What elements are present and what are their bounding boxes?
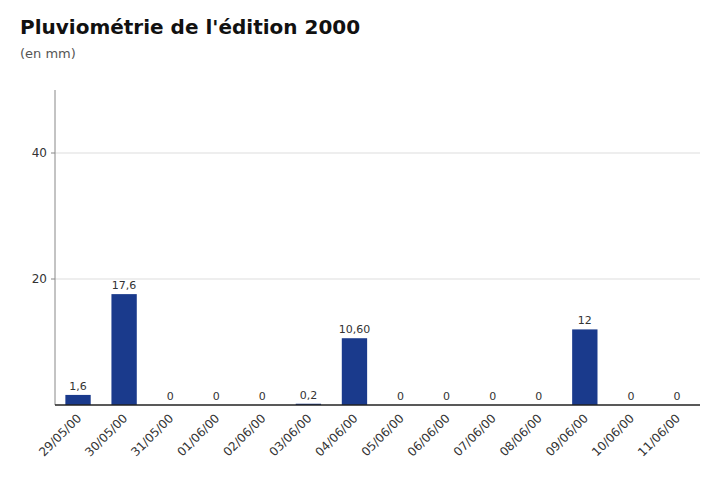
data-label: 1,6 bbox=[69, 380, 87, 393]
y-axis-line bbox=[55, 90, 56, 405]
y-tick-label: 40 bbox=[32, 146, 47, 160]
chart-svg: Pluviométrie de l'édition 2000(en mm)204… bbox=[0, 0, 720, 504]
x-tick-label: 09/06/00 bbox=[543, 411, 591, 459]
x-tick-label: 05/06/00 bbox=[359, 411, 407, 459]
x-tick-label: 08/06/00 bbox=[497, 411, 545, 459]
x-tick-label: 11/06/00 bbox=[635, 411, 683, 459]
data-label: 10,60 bbox=[339, 323, 371, 336]
bar bbox=[572, 329, 597, 405]
data-label: 0 bbox=[627, 390, 634, 403]
x-tick-label: 29/05/00 bbox=[36, 411, 84, 459]
data-label: 0 bbox=[535, 390, 542, 403]
data-label: 0 bbox=[259, 390, 266, 403]
x-tick-label: 07/06/00 bbox=[451, 411, 499, 459]
chart-container: Pluviométrie de l'édition 2000(en mm)204… bbox=[0, 0, 720, 504]
x-axis-line bbox=[55, 404, 700, 406]
grid bbox=[55, 153, 700, 279]
bar bbox=[342, 338, 367, 405]
x-tick-label: 31/05/00 bbox=[128, 411, 176, 459]
x-tick-label: 01/06/00 bbox=[174, 411, 222, 459]
x-tick-label: 03/06/00 bbox=[266, 411, 314, 459]
title: Pluviométrie de l'édition 2000 bbox=[20, 15, 360, 39]
page: {"chart_data": {"type": "bar", "title": … bbox=[0, 0, 720, 504]
x-tick-label: 10/06/00 bbox=[589, 411, 637, 459]
grid-line bbox=[55, 153, 700, 154]
bar bbox=[111, 294, 136, 405]
bars bbox=[65, 294, 597, 405]
data-label: 0 bbox=[443, 390, 450, 403]
data-label: 12 bbox=[578, 314, 592, 327]
x-tick-label: 06/06/00 bbox=[405, 411, 453, 459]
y-tick-mark bbox=[51, 279, 55, 280]
data-label: 17,6 bbox=[112, 279, 137, 292]
y-tick-label: 20 bbox=[32, 272, 47, 286]
x-ticks: 29/05/0030/05/0031/05/0001/06/0002/06/00… bbox=[36, 411, 683, 459]
data-label: 0,2 bbox=[300, 389, 318, 402]
data-label: 0 bbox=[489, 390, 496, 403]
data-label: 0 bbox=[397, 390, 404, 403]
data-label: 0 bbox=[213, 390, 220, 403]
x-tick-label: 02/06/00 bbox=[220, 411, 268, 459]
y-tick-mark bbox=[51, 153, 55, 154]
y-ticks: 2040 bbox=[32, 146, 55, 286]
x-tick-label: 30/05/00 bbox=[82, 411, 130, 459]
data-label: 0 bbox=[167, 390, 174, 403]
bar bbox=[65, 395, 90, 405]
x-tick-label: 04/06/00 bbox=[313, 411, 361, 459]
subtitle: (en mm) bbox=[20, 46, 76, 61]
data-labels: 1,6 17,6 0 0 0 0,2 10,60 0 0 0 0 12 0 0 bbox=[69, 279, 680, 403]
grid-line bbox=[55, 279, 700, 280]
data-label: 0 bbox=[673, 390, 680, 403]
